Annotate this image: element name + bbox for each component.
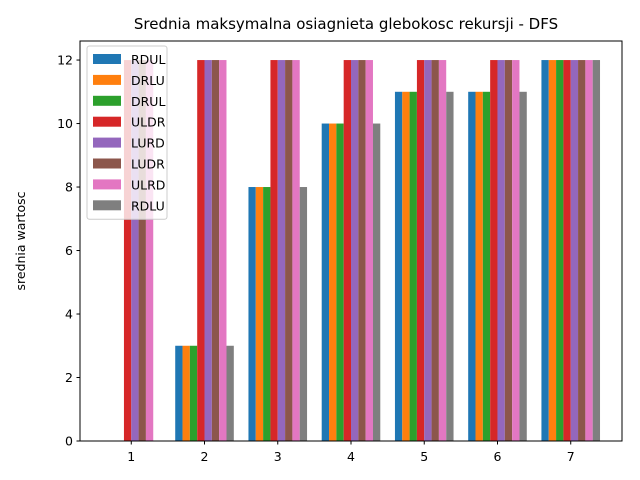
bar — [138, 60, 146, 442]
series-DRUL — [189, 60, 564, 442]
bar — [343, 60, 351, 442]
bar — [336, 123, 344, 441]
bar — [248, 187, 256, 441]
y-tick-label: 4 — [65, 307, 73, 322]
bar — [394, 91, 403, 441]
legend-swatch — [93, 116, 121, 127]
bar — [497, 60, 505, 442]
bar — [504, 60, 513, 442]
bar — [255, 187, 264, 441]
x-tick-label: 1 — [127, 449, 135, 464]
legend-label: DRUL — [131, 94, 165, 109]
bar — [592, 60, 601, 442]
bar — [541, 60, 549, 442]
x-tick-label: 4 — [347, 449, 355, 464]
bar — [321, 123, 330, 441]
bar — [197, 60, 205, 442]
bar — [175, 345, 183, 441]
legend-swatch — [93, 54, 121, 64]
legend-label: LURD — [131, 136, 165, 151]
bar — [270, 60, 278, 442]
series-LUDR — [138, 60, 586, 442]
bar — [123, 60, 132, 442]
bar — [211, 60, 220, 442]
bar — [189, 345, 198, 441]
bar — [372, 123, 381, 441]
bar — [512, 60, 520, 442]
y-tick-label: 0 — [65, 434, 73, 449]
y-tick-label: 2 — [65, 370, 73, 385]
x-tick-label: 7 — [567, 449, 575, 464]
bar — [145, 60, 154, 442]
y-tick-label: 10 — [57, 116, 73, 131]
bar — [446, 91, 454, 441]
legend-swatch — [93, 95, 121, 106]
bar — [556, 60, 564, 442]
bar — [131, 60, 139, 442]
series-ULRD — [145, 60, 593, 442]
legend-label: DRLU — [131, 73, 165, 88]
bar — [226, 345, 234, 441]
bar — [409, 91, 417, 441]
series-ULDR — [123, 60, 571, 442]
bar — [277, 60, 286, 442]
bar — [402, 91, 410, 441]
legend-swatch — [93, 137, 121, 148]
bar — [182, 345, 190, 441]
bar — [585, 60, 593, 442]
legend-label: RDUL — [131, 52, 165, 67]
bar — [468, 91, 476, 441]
bar — [431, 60, 439, 442]
series-LURD — [131, 60, 579, 442]
y-tick-label: 12 — [57, 53, 73, 68]
bar — [475, 91, 483, 441]
bar — [570, 60, 579, 442]
legend-box — [86, 45, 168, 220]
bar — [299, 187, 308, 441]
series-RDUL — [175, 60, 549, 442]
bar — [490, 60, 498, 442]
series-RDLU — [226, 60, 601, 442]
bar — [578, 60, 586, 442]
legend: RDUL DRLU DRUL ULDR LURD LUDR ULRD RDLU — [86, 45, 168, 220]
x-tick-label: 2 — [201, 449, 209, 464]
bar — [482, 91, 491, 441]
bar — [204, 60, 212, 442]
bar — [424, 60, 432, 442]
x-tick-label: 5 — [420, 449, 428, 464]
bar — [519, 91, 527, 441]
bar — [292, 60, 300, 442]
legend-label: LUDR — [131, 157, 165, 172]
x-tick-label: 3 — [274, 449, 282, 464]
legend-label: RDLU — [131, 198, 165, 213]
bar — [365, 60, 373, 442]
legend-label: ULRD — [131, 177, 165, 192]
bar — [548, 60, 557, 442]
y-tick-label: 6 — [65, 243, 73, 258]
bar — [351, 60, 359, 442]
bar — [438, 60, 447, 442]
bar — [416, 60, 425, 442]
x-tick-label: 6 — [494, 449, 502, 464]
legend-swatch — [93, 158, 121, 169]
series-DRLU — [182, 60, 557, 442]
chart-title: Srednia maksymalna osiagnieta glebokosc … — [134, 15, 558, 33]
legend-label: ULDR — [131, 115, 166, 130]
bar — [358, 60, 366, 442]
bar — [563, 60, 571, 442]
y-axis-title: srednia wartosc — [13, 191, 28, 290]
bar — [263, 187, 271, 441]
bar — [285, 60, 293, 442]
bars-layer — [123, 60, 601, 442]
legend-swatch — [93, 179, 121, 190]
legend-swatch — [93, 200, 121, 211]
y-tick-label: 8 — [65, 180, 73, 195]
bar — [219, 60, 227, 442]
bar — [329, 123, 337, 441]
legend-swatch — [93, 74, 121, 85]
